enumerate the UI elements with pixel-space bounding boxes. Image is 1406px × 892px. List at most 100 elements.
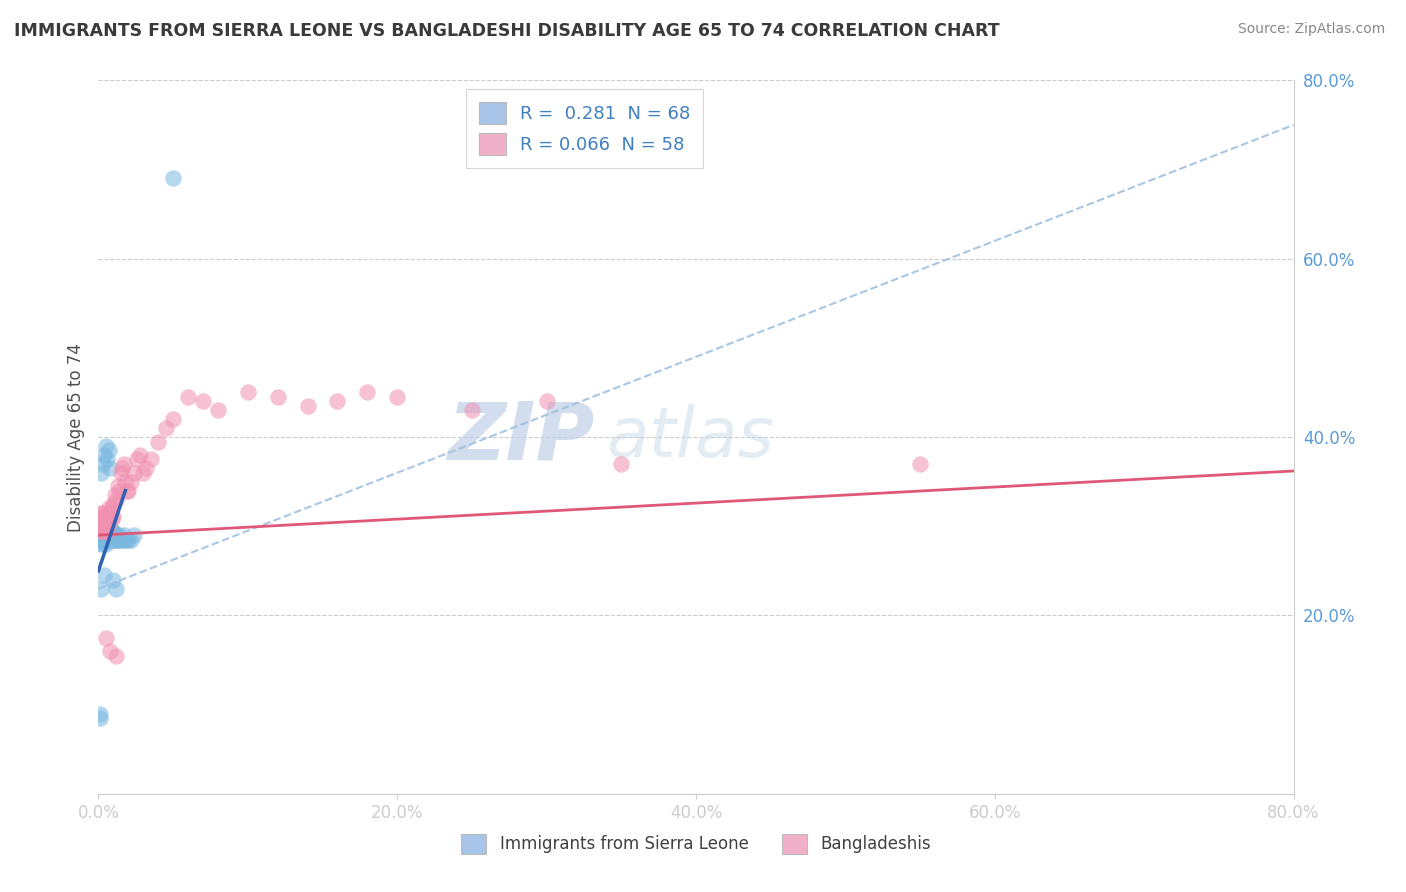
Point [94, 631, 117, 645]
Point [91, 533, 114, 547]
Point [98, 461, 122, 475]
Point [101, 528, 124, 542]
Point [94, 439, 117, 453]
Point [108, 483, 131, 498]
Point [91, 506, 114, 520]
Point [96, 528, 118, 542]
Point [120, 533, 142, 547]
Point [96, 519, 118, 533]
Point [132, 466, 155, 480]
Point [117, 533, 139, 547]
Point [90, 506, 112, 520]
Point [90, 524, 112, 538]
Point [89, 706, 111, 721]
Point [93, 510, 115, 524]
Point [135, 461, 157, 475]
Point [101, 524, 124, 538]
Point [124, 528, 146, 542]
Point [91, 524, 114, 538]
Point [124, 466, 146, 480]
Point [90, 515, 112, 529]
Point [114, 533, 136, 547]
Point [115, 483, 138, 498]
Point [91, 515, 114, 529]
Point [91, 537, 114, 551]
Point [111, 533, 134, 547]
Point [98, 524, 122, 538]
Point [103, 497, 125, 511]
Point [105, 528, 128, 542]
Point [96, 524, 118, 538]
Point [103, 533, 125, 547]
Point [96, 533, 118, 547]
Point [97, 533, 120, 547]
Point [89, 519, 111, 533]
Point [105, 533, 128, 547]
Point [111, 461, 134, 475]
Point [97, 501, 120, 516]
Point [103, 524, 125, 538]
Point [107, 533, 129, 547]
Point [120, 475, 142, 489]
Point [110, 466, 132, 480]
Point [98, 515, 122, 529]
Legend: Immigrants from Sierra Leone, Bangladeshis: Immigrants from Sierra Leone, Bangladesh… [451, 823, 941, 864]
Point [207, 403, 229, 417]
Y-axis label: Disability Age 65 to 74: Disability Age 65 to 74 [66, 343, 84, 532]
Point [89, 510, 111, 524]
Point [91, 519, 114, 533]
Point [89, 524, 111, 538]
Point [103, 510, 125, 524]
Point [101, 533, 124, 547]
Point [91, 457, 114, 471]
Point [155, 421, 177, 435]
Point [89, 528, 111, 542]
Point [177, 390, 200, 404]
Point [103, 528, 125, 542]
Point [89, 519, 111, 533]
Point [93, 519, 115, 533]
Text: atlas: atlas [606, 403, 775, 471]
Point [93, 448, 115, 462]
Point [97, 524, 120, 538]
Point [98, 533, 122, 547]
Point [96, 524, 118, 538]
Point [93, 533, 115, 547]
Point [90, 528, 112, 542]
Point [115, 533, 138, 547]
Point [89, 711, 111, 725]
Point [108, 533, 131, 547]
Point [90, 466, 112, 480]
Point [267, 390, 290, 404]
Point [97, 443, 120, 458]
Point [93, 524, 115, 538]
Point [356, 385, 378, 400]
Point [96, 515, 118, 529]
Point [117, 483, 139, 498]
Point [98, 644, 122, 658]
Point [94, 528, 117, 542]
Text: IMMIGRANTS FROM SIERRA LEONE VS BANGLADESHI DISABILITY AGE 65 TO 74 CORRELATION : IMMIGRANTS FROM SIERRA LEONE VS BANGLADE… [14, 22, 1000, 40]
Point [94, 533, 117, 547]
Point [108, 528, 131, 542]
Point [101, 501, 124, 516]
Point [101, 510, 124, 524]
Point [93, 528, 115, 542]
Point [107, 479, 129, 493]
Point [162, 171, 184, 186]
Point [114, 475, 136, 489]
Point [297, 399, 319, 413]
Point [112, 457, 135, 471]
Text: Source: ZipAtlas.com: Source: ZipAtlas.com [1237, 22, 1385, 37]
Point [94, 510, 117, 524]
Point [90, 582, 112, 596]
Point [536, 394, 558, 409]
Point [127, 452, 149, 467]
Point [91, 528, 114, 542]
Point [96, 452, 118, 467]
Point [97, 510, 120, 524]
Point [610, 457, 633, 471]
Point [162, 412, 184, 426]
Point [908, 457, 931, 471]
Text: ZIP: ZIP [447, 398, 595, 476]
